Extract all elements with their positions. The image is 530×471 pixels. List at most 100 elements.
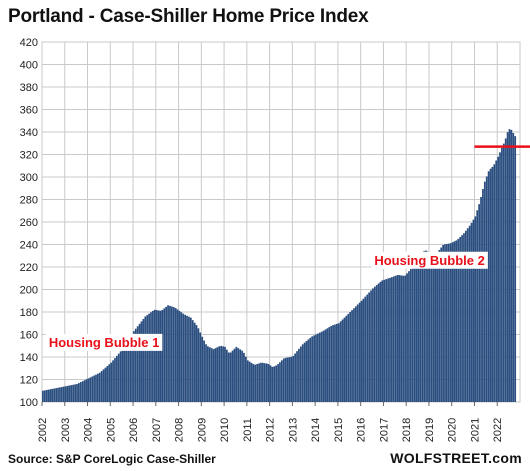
bar [309, 337, 312, 402]
bar [402, 275, 405, 402]
bar [387, 278, 389, 402]
x-tick-label: 2022 [492, 418, 504, 442]
bar [453, 241, 456, 402]
bar [417, 255, 420, 402]
bar [489, 168, 492, 402]
bar [290, 356, 293, 402]
bar [336, 323, 338, 402]
bar [425, 250, 427, 402]
bar [97, 373, 99, 402]
bar [250, 362, 253, 402]
bar [229, 352, 232, 402]
bar [288, 357, 291, 402]
bar [334, 324, 336, 402]
bar [104, 367, 107, 402]
bar [434, 253, 437, 402]
bar [394, 275, 397, 402]
bar [133, 331, 135, 403]
bar [328, 327, 331, 402]
bar [508, 129, 511, 402]
bar [364, 296, 367, 402]
bar [85, 379, 88, 402]
bar [413, 262, 416, 402]
bar [514, 136, 517, 403]
bar [277, 364, 279, 402]
bar [366, 294, 369, 402]
bar [466, 228, 469, 402]
bar [148, 313, 150, 402]
bar [161, 309, 164, 402]
bar [423, 251, 426, 402]
bar [191, 320, 194, 402]
bar [201, 336, 204, 402]
y-tick-label: 340 [20, 127, 38, 139]
bar [392, 276, 395, 402]
bar [68, 385, 71, 402]
bar [157, 310, 160, 402]
bar [89, 377, 92, 402]
bar [246, 360, 249, 403]
bar [271, 366, 274, 402]
chart-source: Source: S&P CoreLogic Case-Shiller [8, 452, 216, 466]
y-tick-label: 180 [20, 307, 38, 319]
bar [464, 230, 467, 402]
bar [169, 305, 171, 402]
bar [134, 328, 137, 402]
bar [199, 332, 202, 402]
bar [379, 281, 382, 402]
bar [127, 340, 130, 403]
bar [311, 336, 314, 402]
bar [406, 273, 408, 402]
bar [320, 331, 323, 402]
bar [353, 308, 355, 402]
bar [468, 225, 471, 402]
bar [457, 238, 460, 402]
bar [470, 222, 473, 402]
bar [186, 315, 188, 402]
bar [377, 283, 380, 402]
bar [372, 288, 374, 403]
bar [501, 148, 503, 402]
x-tick-label: 2009 [196, 418, 208, 442]
x-tick-label: 2010 [219, 418, 231, 442]
bar [203, 340, 205, 402]
bar [254, 364, 257, 402]
bar [47, 389, 50, 403]
bar [205, 344, 207, 402]
bar [159, 310, 162, 402]
bar [189, 317, 192, 403]
y-tick-label: 120 [20, 375, 38, 387]
bar [493, 164, 496, 402]
bar [72, 384, 75, 402]
y-tick-label: 160 [20, 330, 38, 342]
bar [207, 346, 209, 402]
bar [362, 298, 365, 402]
bar [375, 285, 378, 402]
bar [305, 341, 308, 402]
bar [349, 312, 352, 402]
bar [123, 346, 126, 402]
bar [438, 250, 441, 402]
bar [49, 389, 52, 402]
bar [193, 322, 196, 402]
bar [451, 242, 454, 402]
bar [95, 374, 97, 402]
bar [235, 346, 238, 403]
bar [195, 325, 198, 402]
bar [197, 328, 200, 402]
bar [449, 243, 452, 402]
bar [324, 329, 327, 402]
bar [345, 315, 348, 402]
bar [292, 355, 295, 403]
bar [313, 335, 315, 402]
bar [436, 252, 439, 402]
bar [178, 310, 181, 403]
bar [370, 290, 372, 402]
bar [487, 171, 490, 402]
bar [294, 353, 297, 402]
bar [483, 181, 486, 402]
bar [108, 364, 111, 402]
bar [106, 366, 109, 402]
bar [301, 344, 304, 402]
y-tick-label: 400 [20, 60, 38, 72]
